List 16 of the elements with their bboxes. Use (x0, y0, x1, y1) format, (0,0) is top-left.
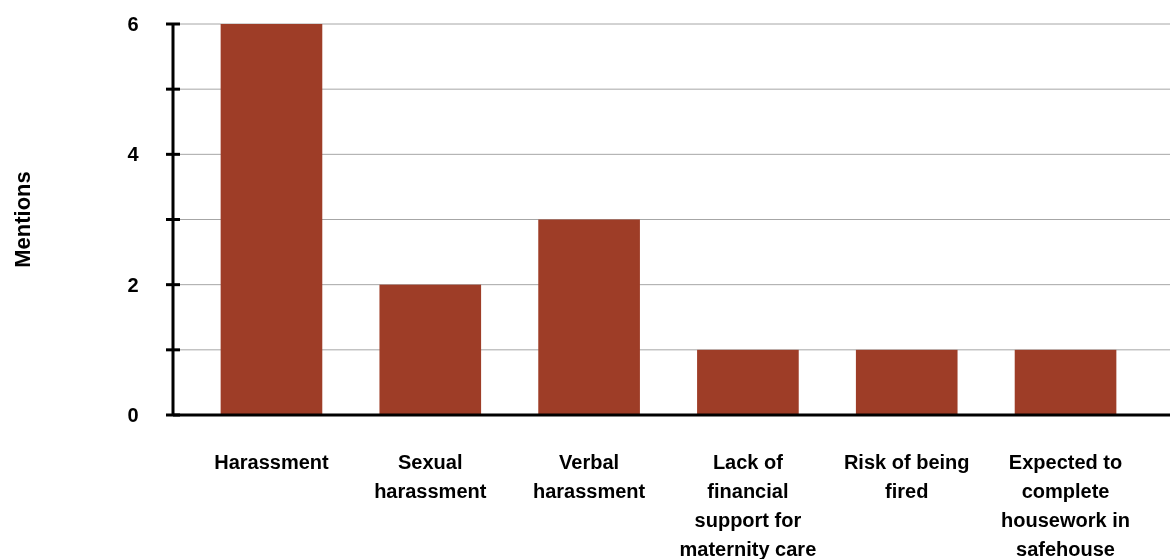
y-tick-label: 0 (127, 404, 139, 426)
bar (1014, 349, 1117, 415)
y-axis-title: Mentions (10, 171, 35, 268)
bar (538, 219, 640, 415)
bar (697, 349, 799, 415)
y-tick-label: 6 (127, 13, 139, 35)
bar (855, 349, 958, 415)
x-tick-label: Verbal harassment (532, 451, 646, 502)
bar (220, 24, 323, 415)
bar (379, 284, 482, 415)
y-tick-label: 2 (127, 273, 139, 296)
y-tick-label: 4 (127, 143, 140, 166)
x-tick-label: Sexual harassment (374, 451, 487, 502)
x-tick-label: Expected to complete housework in safehouse (1001, 451, 1130, 559)
x-tick-label: Risk of being fired (843, 451, 970, 502)
x-tick-label: Harassment (214, 451, 330, 473)
